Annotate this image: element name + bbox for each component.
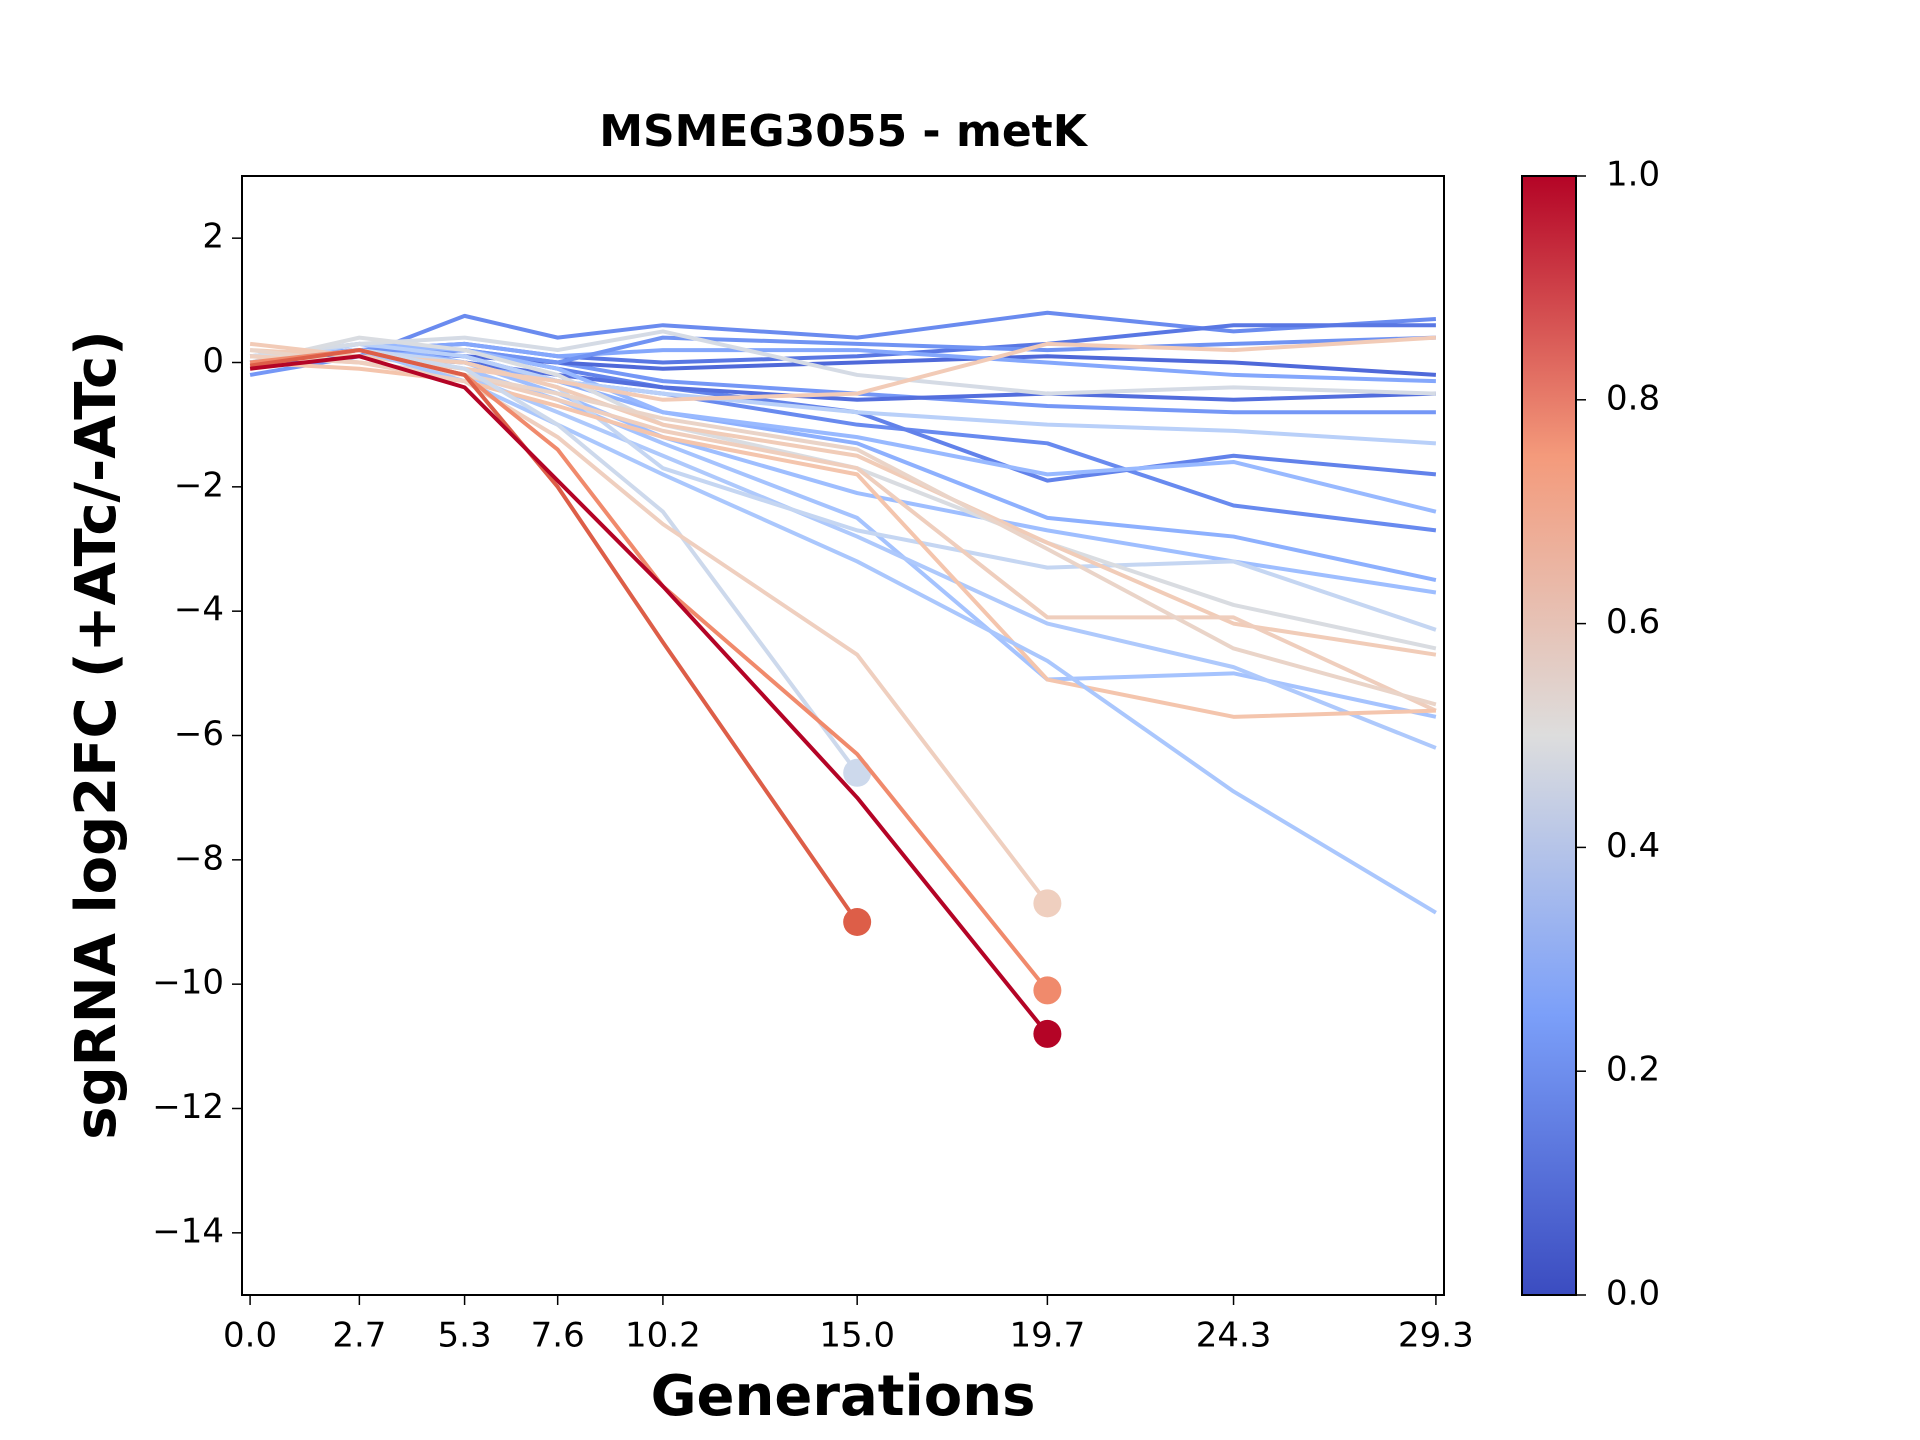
x-tick-label: 10.2 — [625, 1316, 701, 1356]
y-tick-label: −10 — [152, 963, 224, 1003]
series-line — [249, 348, 1437, 632]
end-marker — [843, 908, 872, 936]
end-marker — [1033, 889, 1062, 918]
y-tick-label: −4 — [174, 590, 224, 630]
x-tick-label: 24.3 — [1196, 1316, 1272, 1356]
chart-title: MSMEG3055 - metK — [599, 106, 1089, 157]
x-tick-label: 5.3 — [438, 1316, 492, 1356]
series-line — [249, 348, 859, 924]
series-line — [249, 354, 1049, 905]
x-tick-label: 7.6 — [531, 1316, 585, 1356]
series-line — [249, 348, 1437, 915]
series-line — [249, 348, 859, 774]
colorbar — [1521, 175, 1577, 1296]
y-tick-label: −12 — [152, 1087, 224, 1127]
series-line — [249, 354, 1049, 1036]
series-line — [249, 341, 1437, 514]
end-marker — [1033, 1019, 1062, 1048]
x-tick-label: 15.0 — [819, 1316, 895, 1356]
x-tick-label: 29.3 — [1398, 1316, 1474, 1356]
y-tick-label: −14 — [152, 1211, 224, 1251]
series-line — [249, 348, 1437, 719]
series-line — [249, 335, 1437, 651]
colorbar-tick-label: 0.6 — [1606, 602, 1660, 642]
colorbar-tick-label: 0.4 — [1606, 826, 1660, 866]
y-tick-label: −6 — [174, 714, 224, 754]
x-tick-label: 0.0 — [223, 1316, 277, 1356]
series-line — [249, 341, 1437, 446]
y-tick-label: 2 — [202, 217, 224, 257]
colorbar-tick-label: 0.0 — [1606, 1274, 1660, 1314]
end-marker — [843, 758, 872, 787]
y-tick-label: 0 — [202, 341, 224, 381]
colorbar-tick-label: 1.0 — [1606, 155, 1660, 195]
end-marker — [1033, 976, 1062, 1005]
series-line — [249, 341, 1437, 583]
series-line — [249, 335, 1436, 365]
y-axis-label: sgRNA log2FC (+ATc/-ATc) — [64, 330, 129, 1140]
y-tick-label: −2 — [174, 465, 224, 505]
colorbar-tick-label: 0.8 — [1606, 378, 1660, 418]
colorbar-tick-label: 0.2 — [1606, 1050, 1660, 1090]
x-axis-label: Generations — [651, 1364, 1036, 1429]
plot-frame — [241, 175, 1445, 1296]
y-tick-label: −8 — [174, 838, 224, 878]
x-tick-label: 2.7 — [332, 1316, 386, 1356]
x-tick-label: 19.7 — [1010, 1316, 1086, 1356]
series-line — [249, 360, 1436, 719]
series-line — [249, 348, 1049, 992]
